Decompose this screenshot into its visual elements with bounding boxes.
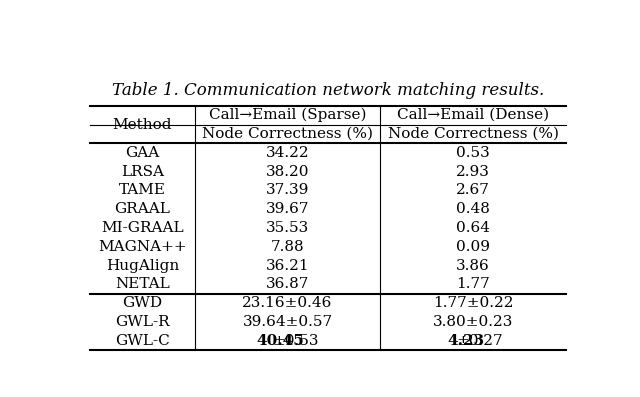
Text: GRAAL: GRAAL [115, 202, 170, 216]
Text: 40.45: 40.45 [257, 334, 305, 348]
Text: 39.64±0.57: 39.64±0.57 [243, 315, 333, 329]
Text: GWL-R: GWL-R [115, 315, 170, 329]
Text: Method: Method [113, 118, 172, 131]
Text: 3.80±0.23: 3.80±0.23 [433, 315, 513, 329]
Text: HugAlign: HugAlign [106, 258, 179, 273]
Text: 2.67: 2.67 [456, 183, 490, 197]
Text: 1.77±0.22: 1.77±0.22 [433, 296, 513, 310]
Text: 34.22: 34.22 [266, 146, 309, 160]
Text: NETAL: NETAL [115, 278, 170, 291]
Text: Node Correctness (%): Node Correctness (%) [202, 127, 373, 141]
Text: ±0.27: ±0.27 [457, 334, 503, 348]
Text: 1.77: 1.77 [456, 278, 490, 291]
Text: 38.20: 38.20 [266, 165, 309, 179]
Text: 35.53: 35.53 [266, 221, 309, 235]
Text: 36.87: 36.87 [266, 278, 309, 291]
Text: 39.67: 39.67 [266, 202, 309, 216]
Text: 0.09: 0.09 [456, 240, 490, 254]
Text: 36.21: 36.21 [266, 258, 309, 273]
Text: 0.64: 0.64 [456, 221, 490, 235]
Text: 4.23: 4.23 [448, 334, 485, 348]
Text: GWL-C: GWL-C [115, 334, 170, 348]
Text: 23.16±0.46: 23.16±0.46 [243, 296, 333, 310]
Text: 0.53: 0.53 [456, 146, 490, 160]
Text: Call→Email (Dense): Call→Email (Dense) [397, 108, 549, 122]
Text: GWD: GWD [122, 296, 163, 310]
Text: Call→Email (Sparse): Call→Email (Sparse) [209, 108, 366, 122]
Text: 37.39: 37.39 [266, 183, 309, 197]
Text: ±0.53: ±0.53 [273, 334, 319, 348]
Text: TAME: TAME [119, 183, 166, 197]
Text: 7.88: 7.88 [271, 240, 305, 254]
Text: Node Correctness (%): Node Correctness (%) [388, 127, 559, 141]
Text: 0.48: 0.48 [456, 202, 490, 216]
Text: 3.86: 3.86 [456, 258, 490, 273]
Text: LRSA: LRSA [121, 165, 164, 179]
Text: Table 1. Communication network matching results.: Table 1. Communication network matching … [112, 82, 544, 99]
Text: 2.93: 2.93 [456, 165, 490, 179]
Text: MAGNA++: MAGNA++ [98, 240, 187, 254]
Text: MI-GRAAL: MI-GRAAL [101, 221, 184, 235]
Text: GAA: GAA [125, 146, 159, 160]
